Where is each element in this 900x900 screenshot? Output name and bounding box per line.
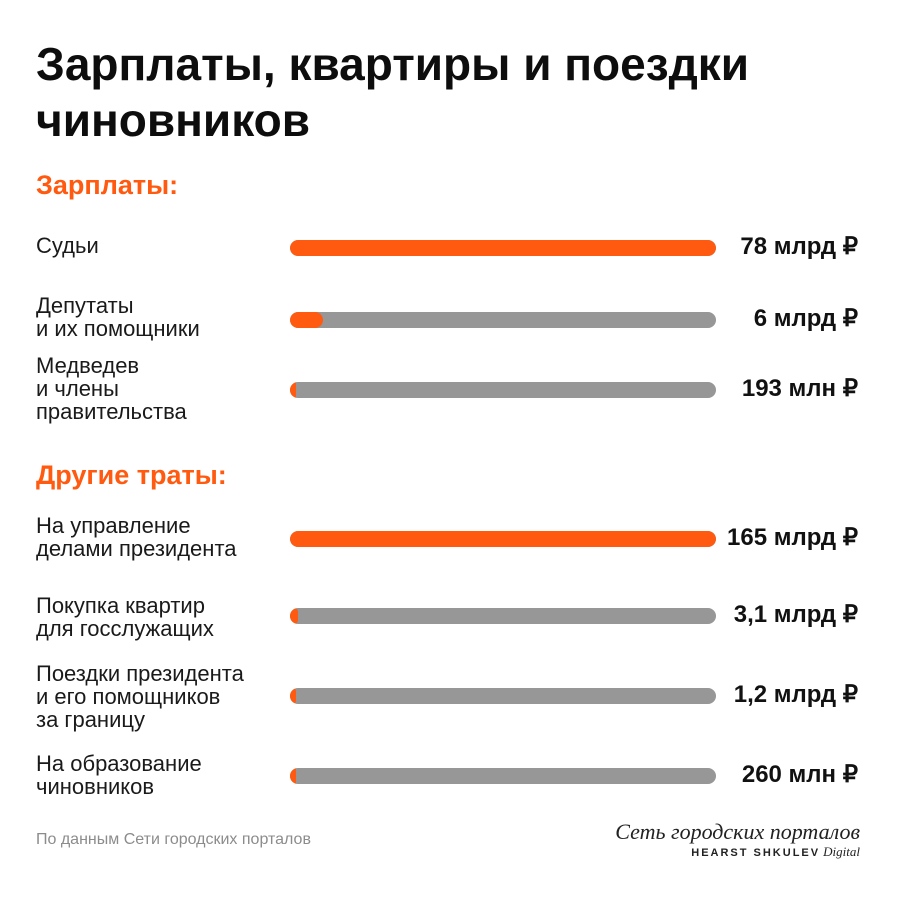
bar-value-label: 1,2 млрд ₽ — [733, 681, 858, 708]
section-heading: Другие траты: — [36, 460, 227, 490]
bar-fill — [290, 531, 716, 547]
logo-brand-line: HEARST SHKULEV Digital — [615, 844, 860, 861]
page-title: Зарплаты, квартиры и поездки чиновников — [36, 38, 750, 146]
bar-label: Судьи — [36, 233, 99, 258]
bar-value-label: 3,1 млрд ₽ — [733, 601, 858, 628]
bar-track — [290, 312, 716, 328]
bar-label: На образование чиновников — [36, 751, 202, 799]
bar-fill — [290, 768, 296, 784]
bar-label: Поездки президента и его помощников за г… — [36, 661, 244, 732]
bar-value-label: 165 млрд ₽ — [727, 524, 858, 551]
bar-track — [290, 531, 716, 547]
publisher-logo: Сеть городских порталов HEARST SHKULEV D… — [615, 820, 860, 861]
bar-track — [290, 768, 716, 784]
section-heading: Зарплаты: — [36, 170, 179, 200]
bar-fill — [290, 382, 296, 398]
logo-brand: HEARST SHKULEV — [691, 847, 821, 859]
logo-brand-suffix: Digital — [823, 844, 860, 859]
bar-label: Покупка квартир для госслужащих — [36, 593, 214, 641]
bar-value-label: 193 млн ₽ — [741, 375, 858, 402]
bar-value-label: 78 млрд ₽ — [740, 233, 858, 260]
bar-label: Медведев и члены правительства — [36, 353, 187, 424]
bar-track — [290, 608, 716, 624]
bar-fill — [290, 688, 296, 704]
source-note: По данным Сети городских порталов — [36, 831, 311, 848]
bar-value-label: 6 млрд ₽ — [753, 305, 858, 332]
logo-name: Сеть городских порталов — [615, 819, 860, 844]
bar-fill — [290, 608, 299, 624]
bar-label: Депутаты и их помощники — [36, 293, 200, 341]
bar-track — [290, 382, 716, 398]
bar-track — [290, 240, 716, 256]
bar-value-label: 260 млн ₽ — [741, 761, 858, 788]
bar-track — [290, 688, 716, 704]
bar-label: На управление делами президента — [36, 513, 237, 561]
bar-fill — [290, 240, 716, 256]
bar-fill — [290, 312, 323, 328]
